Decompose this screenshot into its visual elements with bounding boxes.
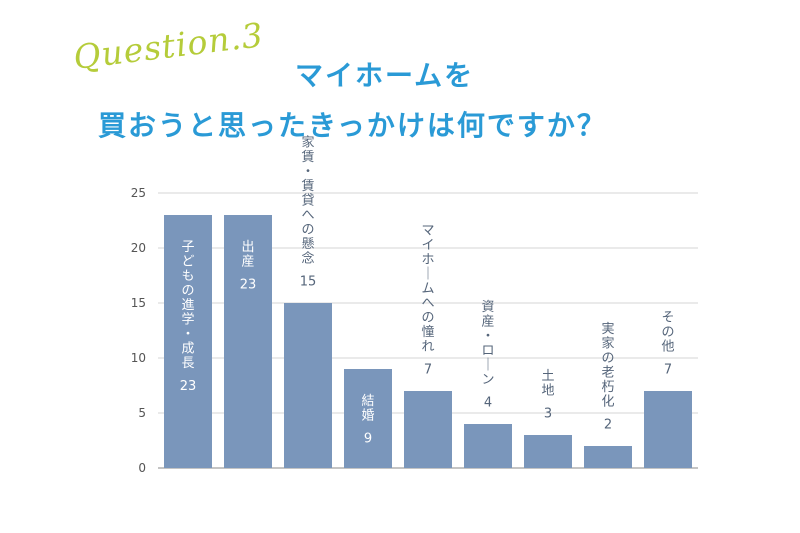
- bar-value-label: 23: [180, 379, 197, 394]
- bar-value-label: 2: [604, 418, 612, 433]
- bar-value-label: 7: [664, 363, 672, 378]
- bar-value-label: 23: [240, 278, 257, 293]
- bar: [404, 391, 452, 468]
- y-tick-label: 0: [138, 461, 146, 475]
- bar-category-label: 子どもの進学・成長: [181, 240, 194, 371]
- y-tick-label: 15: [131, 296, 146, 310]
- bar-value-label: 4: [484, 396, 492, 411]
- y-tick-label: 10: [131, 351, 146, 365]
- y-tick-label: 20: [131, 241, 146, 255]
- bar-category-label: マイホ｜ムへの憧れ: [421, 224, 434, 355]
- bar-category-label: 実家の老朽化: [601, 321, 614, 410]
- bar: [284, 303, 332, 468]
- bar-category-label: 結婚: [361, 394, 374, 424]
- bar-value-label: 9: [364, 432, 372, 447]
- bar-category-label: その他: [661, 311, 674, 355]
- bar-category-label: 家賃・賃貸への懸念: [301, 135, 314, 267]
- header: Question.3 マイホームを 買おうと思ったきっかけは何ですか？: [0, 0, 800, 160]
- bar: [464, 424, 512, 468]
- bar-value-label: 7: [424, 363, 432, 378]
- bar-value-label: 15: [300, 275, 317, 290]
- bar: [644, 391, 692, 468]
- bar: [224, 215, 272, 468]
- y-tick-label: 25: [131, 186, 146, 200]
- bar: [164, 215, 212, 468]
- bar-value-label: 3: [544, 407, 552, 422]
- y-tick-label: 5: [138, 406, 146, 420]
- bar: [524, 435, 572, 468]
- bar: [344, 369, 392, 468]
- bar-category-label: 資産・ロ｜ン: [481, 300, 494, 388]
- bar: [584, 446, 632, 468]
- title-line-1: マイホームを: [295, 59, 475, 92]
- bar-category-label: 土地: [541, 369, 554, 399]
- title-line-2: 買おうと思ったきっかけは何ですか？: [98, 109, 607, 142]
- bar-category-label: 出産: [241, 240, 254, 270]
